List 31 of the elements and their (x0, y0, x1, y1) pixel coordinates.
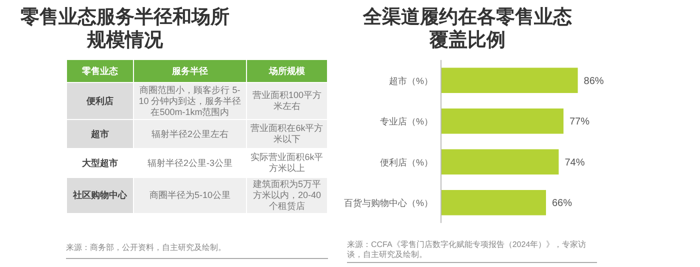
chart-title: 全渠道履约在各零售业态覆盖比例 (362, 6, 573, 52)
data-label: 66% (552, 198, 572, 210)
bar (441, 149, 559, 175)
y-tick-label: 便利店（%） (380, 157, 433, 168)
source-note: 来源：商务部，公开资料，自主研究及绘制。 (66, 243, 227, 253)
text: 营业面积在6k平方米以下 (250, 123, 324, 144)
text: 商圈范围小，顾客步行 5-10 分钟内到达，服务半径在500m-1km范围内 (138, 84, 242, 116)
data-label: 77% (569, 116, 590, 128)
category-label: 超市 (91, 128, 109, 138)
text: 零售业态 (67, 60, 133, 82)
source-note: 来源：CCFA《零售门店数字化赋能专项报告（2024年）》，专家访谈，自主研究及绘制。 (347, 240, 588, 260)
category-label: 服务半径 (134, 60, 246, 82)
y-tick-label: 专业店（%） (380, 116, 433, 127)
data-label: 86% (584, 76, 604, 87)
category-label: 便利店 (86, 96, 114, 106)
text: 辐射半径2公里-3公里 (147, 158, 232, 168)
bar (441, 108, 564, 134)
category-label: 场所规模 (247, 60, 327, 82)
category-label: 大型超市 (82, 158, 118, 168)
y-tick-label: 百货与购物中心（%） (344, 198, 433, 208)
bar (441, 190, 546, 216)
text: 商圈半径为5-10公里 (149, 190, 230, 200)
data-label: 74% (564, 157, 585, 168)
text: 建筑面积为5万平方米以内，20-40个租赁店 (252, 179, 322, 211)
category-label: 社区购物中心 (73, 190, 127, 200)
text: 辐射半径2公里左右 (151, 128, 228, 138)
text: 实际营业面积6k平方米以上 (250, 152, 324, 173)
bar (441, 68, 578, 94)
text: 营业面积100平方米左右 (252, 90, 322, 111)
text: 零售业态服务半径和场所规模情况 (20, 6, 230, 52)
y-tick-label: 超市（%） (388, 76, 433, 86)
